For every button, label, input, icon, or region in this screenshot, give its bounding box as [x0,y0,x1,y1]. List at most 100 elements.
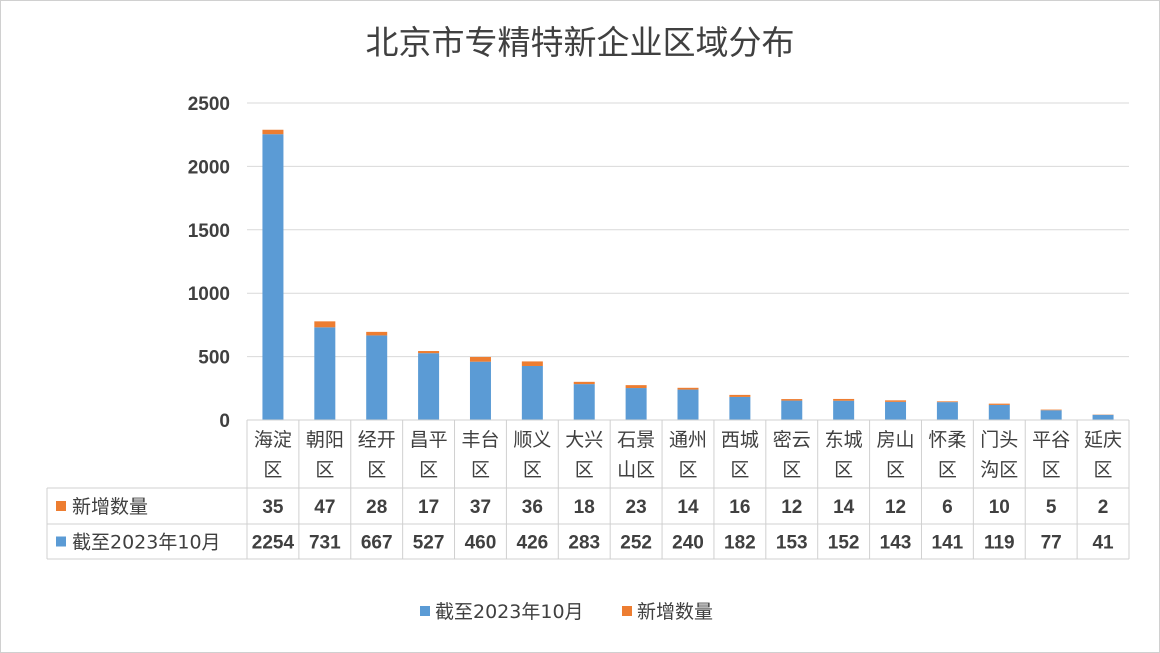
category-label: 区 [938,459,957,481]
bar-segment-截至2023年10月 [469,361,491,420]
table-cell-value: 14 [677,497,699,518]
category-label: 区 [575,459,594,481]
category-label: 昌平 [410,429,448,451]
table-cell-value: 6 [942,497,953,518]
legend-label: 截至2023年10月 [435,601,584,623]
bar-segment-截至2023年10月 [262,134,284,420]
bar-segment-截至2023年10月 [1040,410,1062,420]
bar-segment-新增数量 [314,321,336,328]
bar-segment-新增数量 [573,381,595,385]
table-cell-value: 527 [413,533,445,554]
bar-segment-截至2023年10月 [625,388,647,420]
table-cell-value: 731 [309,533,341,554]
legend-swatch [420,606,430,616]
y-tick-label: 2500 [188,94,230,115]
y-tick-label: 500 [198,348,230,369]
table-legend-swatch [56,536,66,547]
bar-segment-新增数量 [521,361,543,366]
category-label: 延庆 [1084,429,1122,451]
bar-segment-新增数量 [988,403,1010,405]
bar-segment-截至2023年10月 [729,396,751,420]
table-cell-value: 10 [989,497,1010,518]
category-label: 区 [1094,459,1113,481]
category-label: 区 [263,459,282,481]
category-label: 平谷 [1032,429,1070,451]
legend-label: 新增数量 [637,601,713,623]
table-cell-value: 18 [574,497,595,518]
table-cell-value: 47 [314,497,335,518]
table-cell-value: 14 [833,497,855,518]
category-label: 顺义 [513,429,551,451]
category-label: 区 [678,459,697,481]
category-label: 东城 [825,429,863,451]
bar-segment-新增数量 [1040,409,1062,411]
bar-segment-新增数量 [729,394,751,397]
category-label: 区 [782,459,801,481]
category-label: 密云 [773,429,811,451]
category-label: 沟区 [980,459,1018,481]
bar-segment-截至2023年10月 [366,335,388,420]
category-label: 大兴 [565,429,603,451]
table-cell-value: 12 [781,497,802,518]
category-label: 房山 [877,429,915,451]
bar-segment-新增数量 [262,129,284,135]
y-tick-label: 0 [219,411,230,432]
bar-segment-截至2023年10月 [781,400,803,420]
table-cell-value: 460 [465,533,497,554]
bar-segment-新增数量 [936,401,958,403]
table-cell-value: 283 [568,533,600,554]
chart-title: 北京市专精特新企业区域分布 [366,23,795,62]
table-cell-value: 37 [470,497,491,518]
category-label: 区 [419,459,438,481]
table-cell-value: 77 [1041,533,1062,554]
table-cell-value: 119 [984,533,1015,554]
category-label: 山区 [617,459,655,481]
y-tick-label: 1000 [188,284,230,305]
table-row-label: 截至2023年10月 [72,532,221,554]
category-label: 西城 [721,429,759,451]
table-cell-value: 12 [885,497,906,518]
table-cell-value: 28 [366,497,387,518]
bar-segment-截至2023年10月 [521,365,543,420]
table-cell-value: 143 [880,533,912,554]
table-cell-value: 182 [724,533,756,554]
table-cell-value: 152 [828,533,860,554]
gridlines [247,102,1129,358]
category-label: 区 [730,459,749,481]
bars [262,129,1114,420]
category-label: 海淀 [254,429,292,451]
table-cell-value: 35 [262,497,284,518]
table-cell-value: 17 [418,497,439,518]
y-tick-label: 2000 [188,157,230,178]
table-cell-value: 36 [522,497,543,518]
category-label: 朝阳 [306,429,344,451]
table-cell-value: 141 [932,533,964,554]
legend: 截至2023年10月 新增数量 [420,601,713,623]
bar-segment-截至2023年10月 [314,327,336,420]
table-row-label: 新增数量 [72,496,148,518]
table-cell-value: 16 [729,497,750,518]
bar-segment-截至2023年10月 [885,401,907,420]
bar-segment-新增数量 [833,398,855,401]
bar-segment-截至2023年10月 [936,402,958,420]
table-cell-value: 41 [1092,533,1114,554]
bar-segment-截至2023年10月 [988,404,1010,420]
bar-segment-截至2023年10月 [677,389,699,420]
bar-segment-新增数量 [418,351,440,354]
table-cell-value: 23 [626,497,647,518]
bar-segment-截至2023年10月 [418,353,440,420]
table-legend-swatch [56,501,66,511]
bar-segment-新增数量 [625,385,647,389]
legend-swatch [622,606,632,616]
table-cell-value: 153 [776,533,808,554]
table-cell-value: 426 [517,533,549,554]
category-label: 石景 [617,429,655,451]
category-label: 通州 [669,429,707,451]
category-label: 丰台 [461,429,499,451]
bar-segment-新增数量 [781,399,803,401]
y-axis: 0 500 1000 1500 2000 2500 [188,94,230,432]
y-tick-label: 1500 [188,221,230,242]
table-cell-value: 240 [672,533,704,554]
category-label: 区 [886,459,905,481]
